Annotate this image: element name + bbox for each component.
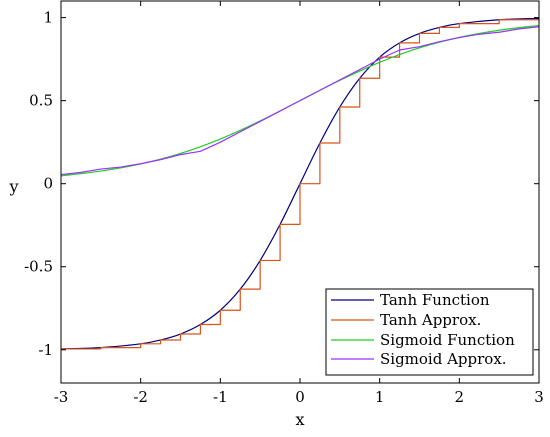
legend: Tanh Function Tanh Approx. Sigmoid Funct… — [325, 288, 534, 376]
y-tick-label: 0 — [43, 175, 53, 193]
x-tick-label: 0 — [295, 388, 305, 406]
y-tick-label: -1 — [38, 341, 53, 359]
series-line-sigmoid-approx — [60, 26, 540, 176]
x-tick-label: 1 — [375, 388, 385, 406]
y-tick-label: 0.5 — [29, 92, 53, 110]
legend-label-tanh-approx: Tanh Approx. — [380, 311, 481, 329]
legend-label-sigmoid-approx: Sigmoid Approx. — [380, 350, 507, 368]
series-line-tanh-approx — [61, 18, 540, 350]
y-tick-label: 1 — [43, 9, 53, 27]
y-tick-label: -0.5 — [24, 258, 53, 276]
x-tick-label: -1 — [213, 388, 228, 406]
plot-frame — [60, 0, 540, 384]
legend-label-tanh-function: Tanh Function — [380, 291, 490, 309]
legend-label-sigmoid-function: Sigmoid Function — [380, 331, 515, 349]
legend-box — [325, 288, 534, 376]
x-axis-label: x — [295, 410, 304, 429]
x-tick-label: -2 — [133, 388, 148, 406]
x-tick-label: 3 — [534, 388, 544, 406]
plot-lines — [60, 17, 540, 350]
x-tick-label: 2 — [455, 388, 465, 406]
y-axis-label: y — [8, 177, 18, 196]
x-tick-label: -3 — [54, 388, 69, 406]
